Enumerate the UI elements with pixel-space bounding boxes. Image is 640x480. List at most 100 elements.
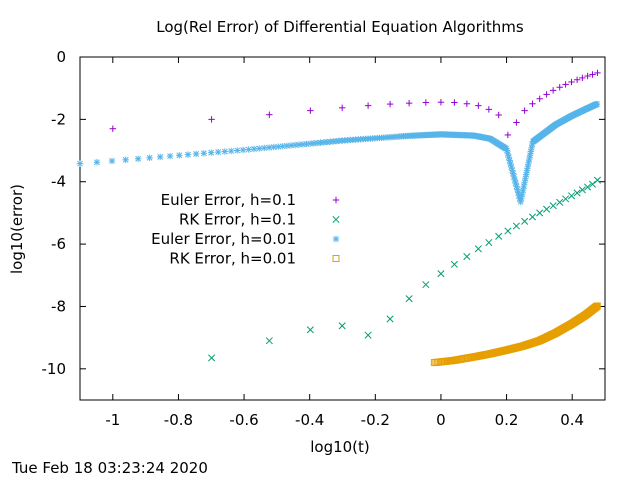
x-tick-label: -0.8 [164,411,193,429]
series-2-point [485,238,493,247]
series-3-point [192,150,200,158]
series-3-point [506,157,513,164]
x-tick-label: -0.4 [295,411,324,429]
series-3-point [156,153,164,161]
series-3-point [76,160,84,167]
series-2-point [588,180,597,188]
legend-marker [332,255,340,262]
y-tick-label: -6 [51,235,66,253]
series-3-point [295,141,303,148]
series-3-point [207,149,215,156]
series-2-point [495,232,503,240]
series-2-point [306,326,314,334]
y-tick-label: -8 [51,297,66,315]
x-tick-label: 0.2 [495,411,519,429]
series-1-point [573,76,581,83]
series-3-point [214,148,222,156]
series-3-point [227,147,235,155]
y-tick-label: 0 [56,48,66,66]
series-2-point [474,245,482,253]
series-3-point [176,152,183,159]
series-1-point [594,69,601,77]
series-2-point [504,227,512,235]
series-1-point [568,78,575,86]
timestamp: Tue Feb 18 03:23:24 2020 [12,459,208,477]
series-2-point [450,260,458,268]
series-1-point [386,100,394,108]
series-2-point [556,198,564,206]
series-2-point [386,315,394,323]
legend-label: RK Error, h=0.1 [179,211,296,229]
series-4-point [593,302,601,310]
series-2-point [593,176,602,184]
series-1-point [521,107,528,114]
series-1-point [109,125,117,132]
plot-frame [79,56,606,401]
series-3-point [184,151,192,158]
series-1-point [589,71,596,78]
series-2-point [338,322,346,330]
series-1-point [437,99,445,106]
series-1-point [584,72,591,80]
series-3-point [593,100,601,108]
series-3-point [265,144,273,151]
series-2-point [437,270,445,278]
series-1-point [536,95,543,102]
x-tick-label: -1 [105,411,120,429]
series-1-point [579,74,586,82]
legend-label: Euler Error, h=0.01 [151,230,296,248]
series-2-point [265,337,273,345]
chart-title: Log(Rel Error) of Differential Equation … [156,18,524,36]
series-3-point [200,150,208,157]
y-tick-label: -2 [51,110,66,128]
series-3-point [517,198,524,206]
series-1-point [338,104,346,112]
x-axis: -1 -0.8 -0.6 -0.4 -0.2 0 0.2 0.4 [105,57,584,429]
series-3-point [234,147,241,154]
legend-label: Euler Error, h=0.1 [161,191,296,209]
series-2-point [364,331,372,339]
series-1-point [562,81,569,88]
legend-label: RK Error, h=0.01 [169,250,296,268]
y-axis: 0 -2 -4 -6 -8 -10 [42,48,605,378]
data-points [76,69,602,367]
series-1-point [463,100,471,107]
series-1-point [543,91,550,98]
series-2-point [549,202,557,210]
series-1-point [529,100,536,107]
series-2-point [567,192,576,200]
series-3-point [93,159,101,166]
series-1-point [513,119,520,126]
series-1-point [422,99,430,106]
series-3-point [108,157,116,165]
series-3-point [519,186,527,194]
series-1-point [504,131,512,139]
x-tick-label: -0.2 [361,411,390,429]
series-2-point [573,189,581,197]
series-2-point [512,222,520,230]
series-3-point [221,148,229,155]
series-3-point [239,146,247,154]
series-3-point [503,147,511,154]
series-3-point [146,154,153,162]
series-1-point [475,102,482,109]
series-2-point [528,213,537,221]
x-tick-label: 0 [436,411,446,429]
y-tick-label: -10 [42,360,67,378]
series-3-point [122,156,129,164]
series-2-point [543,205,551,213]
series-2-point [562,195,570,203]
series-3-point [166,152,174,160]
series-2-point [422,281,430,289]
series-2-point [521,217,529,225]
series-1-point [556,84,563,91]
y-axis-label: log10(error) [8,184,26,274]
series-1-point [495,111,502,119]
legend-marker [332,215,340,224]
series-2-point [584,183,592,191]
series-1-point [405,99,413,107]
series-2-point [536,209,544,217]
series-3-point [519,190,526,198]
series-1-point [364,102,372,109]
